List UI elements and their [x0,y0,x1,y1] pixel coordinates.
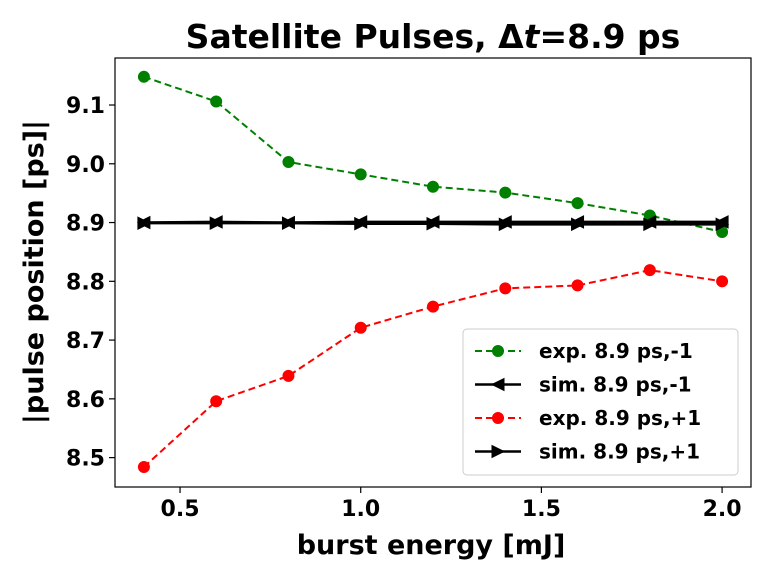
y-tick-label: 8.5 [66,447,105,472]
data-point [716,275,729,288]
legend-marker [491,444,506,459]
data-point [715,217,730,232]
x-axis: 0.5 1.0 1.5 2.0 [161,487,742,522]
x-axis-label: burst energy [mJ] [297,530,566,561]
data-point [210,95,223,108]
x-tick-label: 0.5 [161,497,200,522]
data-point [643,217,657,232]
legend-box [462,328,739,476]
data-point [426,216,441,231]
x-tick-label: 2.0 [703,497,742,522]
data-point [427,300,439,313]
data-point [571,197,584,210]
legend-marker [492,345,504,357]
y-tick-label: 8.6 [66,388,105,413]
series-line [143,75,723,233]
series-4 [137,216,730,232]
data-point [137,216,152,230]
data-point [354,321,367,334]
series-1 [137,70,729,238]
series-3 [137,264,729,474]
data-point [281,216,296,230]
legend: exp. 8.9 ps,-1 sim. 8.9 ps,-1 exp. 8.9 ps,… [462,328,739,476]
data-point [499,282,512,295]
legend-label: sim. 8.9 ps,+1 [539,440,700,464]
y-tick-label: 9.1 [66,94,105,119]
data-point [498,217,513,232]
y-tick-label: 8.8 [66,270,105,295]
series-layer [136,70,730,474]
legend-marker [490,377,505,392]
legend-label: sim. 8.9 ps,-1 [539,373,692,397]
legend-label: exp. 8.9 ps,-1 [539,339,693,363]
data-point [282,369,295,382]
y-axis-label: |pulse position [ps]| [19,120,50,424]
data-point [499,186,512,199]
chart-title: Satellite Pulses, Δt=8.9 ps [186,17,681,56]
data-point [282,156,295,169]
data-point [643,264,656,277]
data-point [137,461,150,474]
data-point [209,216,224,230]
y-tick-label: 8.7 [66,329,105,354]
data-point [137,70,150,83]
data-point [427,180,439,193]
data-point [571,279,584,292]
data-point [210,395,223,408]
x-tick-label: 1.0 [341,497,380,522]
y-axis: 8.5 8.6 8.7 8.8 8.9 9.0 9.1 [66,94,115,472]
legend-label: exp. 8.9 ps,+1 [539,406,701,430]
legend-marker [492,412,504,424]
y-tick-label: 8.9 [66,212,105,237]
x-tick-label: 1.5 [522,497,561,522]
y-tick-label: 9.0 [66,153,105,178]
data-point [571,217,585,232]
data-point [354,168,367,181]
data-point [354,216,368,231]
